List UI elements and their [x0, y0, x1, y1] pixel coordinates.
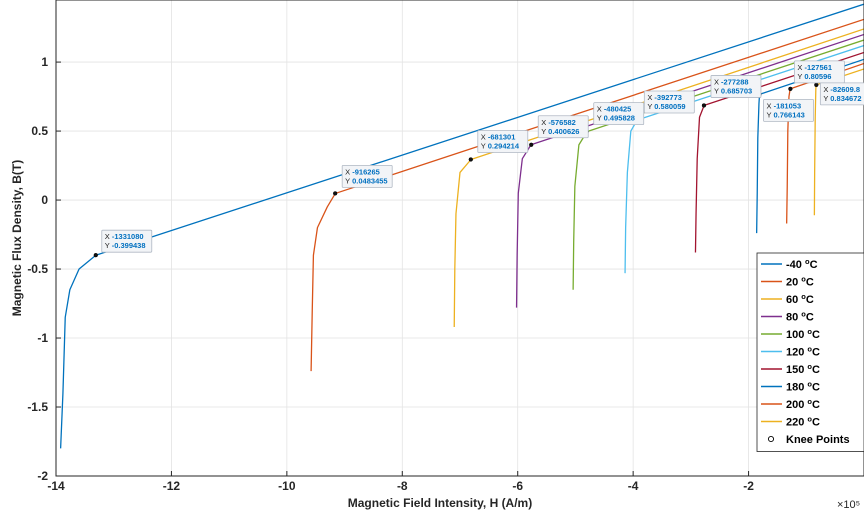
- data-tip-box-6: [710, 75, 762, 98]
- data-tip-box-2: [477, 130, 529, 153]
- data-tip-y-2: Y 0.294214: [481, 141, 520, 150]
- legend-label-2: 60 oC: [786, 292, 814, 306]
- data-tip-x-3: X -576582: [541, 118, 576, 127]
- x-tick-label-3: -8: [397, 479, 408, 493]
- legend: -40 oC 20 oC 60 oC 80 oC 100 oC 120 oC 150 oC 1…: [756, 252, 864, 452]
- knee-point-marker-1: [333, 191, 338, 196]
- data-tip-x-1: X -916265: [345, 167, 380, 176]
- y-tick-label-0: -2: [37, 469, 48, 483]
- knee-point-marker-9: [814, 82, 819, 88]
- knee-point-marker-0: [93, 253, 98, 258]
- data-tip-x-5: X -392773: [647, 93, 682, 102]
- x-tick-label-2: -10: [278, 479, 296, 493]
- data-tip-box-1: [341, 164, 393, 188]
- legend-label-4: 100 oC: [786, 327, 820, 341]
- legend-label-6: 150 oC: [786, 362, 820, 376]
- y-axis-label: Magnetic Flux Density, B(T): [10, 160, 24, 316]
- data-tip-x-6: X -277288: [714, 77, 749, 86]
- data-tip-y-5: Y 0.580059: [647, 102, 685, 111]
- data-tip-box-9: [819, 82, 864, 106]
- x-tick-label-1: -12: [163, 479, 181, 493]
- data-tip-box-0: [101, 229, 153, 253]
- axes-box: [55, 0, 864, 477]
- series-line-7: [756, 58, 864, 234]
- data-tip-box-5: [643, 90, 695, 114]
- y-tick-label-2: -1: [37, 331, 48, 345]
- x-axis-label: Magnetic Field Intensity, H (A/m): [348, 496, 532, 510]
- legend-label-8: 200 oC: [786, 397, 820, 411]
- data-tip-x-7: X -181053: [767, 101, 802, 110]
- data-tip-box-3: [537, 115, 589, 139]
- data-tip-y-9: Y 0.834672: [823, 94, 861, 103]
- data-tip-9: X -82609.8Y 0.834672: [819, 82, 864, 106]
- y-tick-label-1: -1.5: [27, 400, 48, 414]
- legend-knee-marker: [767, 435, 775, 443]
- data-tip-y-0: Y -0.399438: [105, 241, 146, 250]
- data-tip-y-1: Y 0.0483455: [345, 176, 387, 185]
- legend-label-5: 120 oC: [786, 345, 820, 359]
- data-tip-box-8: [793, 60, 845, 84]
- x-axis-exponent: ×10⁵: [837, 499, 860, 511]
- legend-label-knee-points: Knee Points: [786, 434, 850, 446]
- data-tip-y-4: Y 0.495828: [597, 114, 635, 123]
- x-tick-label-5: -4: [628, 479, 639, 493]
- legend-label-0: -40 oC: [786, 257, 818, 271]
- knee-point-marker-3: [529, 142, 534, 147]
- y-tick-label-5: 0.5: [31, 124, 48, 138]
- knee-point-marker-6: [701, 103, 707, 108]
- x-tick-label-0: -14: [47, 479, 65, 493]
- x-tick-label-4: -6: [512, 479, 523, 493]
- axis-ticks: -14 -12 -10 -8 -6 -4 -2 -2 -1.5 -1 -0.5 0 0.5 1: [27, 55, 754, 493]
- data-tip-x-9: X -82609.8: [823, 85, 860, 94]
- y-tick-label-6: 1: [41, 55, 48, 69]
- knee-point-marker-2: [468, 157, 473, 162]
- legend-label-1: 20 oC: [786, 275, 814, 289]
- data-tip-y-8: Y 0.80596: [797, 72, 831, 81]
- data-tip-box-7: [763, 98, 814, 122]
- y-tick-label-3: -0.5: [27, 262, 48, 276]
- data-tip-x-4: X -480425: [597, 105, 632, 114]
- legend-label-7: 180 oC: [786, 380, 820, 394]
- legend-label-3: 80 oC: [786, 310, 814, 324]
- data-tip-y-3: Y 0.400626: [541, 127, 579, 136]
- data-tip-x-2: X -681301: [481, 132, 516, 141]
- data-tip-box-4: [593, 102, 645, 126]
- legend-label-9: 220 oC: [786, 415, 820, 429]
- data-tip-x-0: X -1331080: [105, 232, 144, 241]
- data-tip-x-8: X -127561: [797, 63, 832, 72]
- knee-point-marker-8: [788, 86, 793, 92]
- series-line-2: [453, 28, 864, 327]
- x-tick-label-6: -2: [743, 479, 754, 493]
- y-tick-label-4: 0: [41, 193, 48, 207]
- data-tip-y-6: Y 0.685703: [714, 86, 752, 95]
- data-tip-y-7: Y 0.766143: [767, 110, 805, 119]
